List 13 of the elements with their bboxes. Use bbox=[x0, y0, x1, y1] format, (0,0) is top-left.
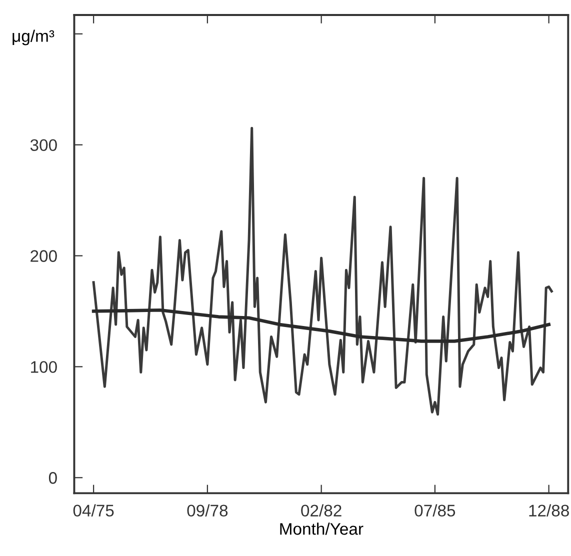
x-tick-label: 12/88 bbox=[529, 504, 569, 517]
y-axis-title: μg/m³ bbox=[12, 30, 54, 46]
y-tick-label: 100 bbox=[31, 361, 57, 373]
x-tick-label: 07/85 bbox=[414, 504, 456, 517]
x-axis-title: Month/Year bbox=[280, 522, 364, 535]
x-tick-label: 04/75 bbox=[73, 504, 114, 517]
x-tick-label: 09/78 bbox=[187, 504, 228, 517]
y-tick-label: 0 bbox=[48, 472, 57, 484]
x-tick-label: 02/82 bbox=[301, 504, 342, 517]
line-series bbox=[92, 308, 550, 343]
line-series bbox=[92, 126, 553, 416]
y-tick-label: 300 bbox=[30, 139, 57, 152]
y-tick-label: 200 bbox=[30, 250, 57, 262]
